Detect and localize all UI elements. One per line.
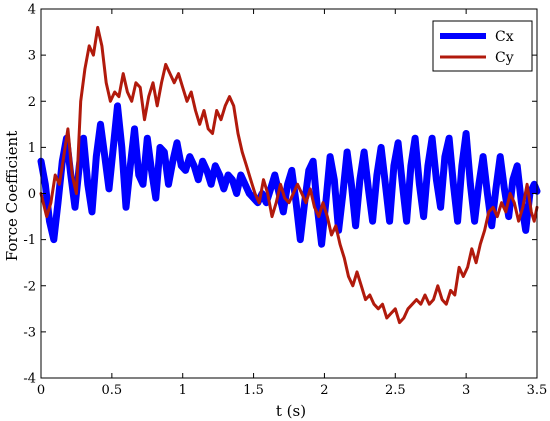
legend-label-cx: Cx xyxy=(495,29,514,45)
plot-frame xyxy=(40,8,538,379)
y-tick-label: 2 xyxy=(28,95,36,110)
x-axis-label: t (s) xyxy=(276,402,306,420)
y-tick-label: 0 xyxy=(28,187,36,202)
x-tick-labels: 0 0.5 1 1.5 2 2.5 3 3.5 xyxy=(37,383,547,398)
y-tick-labels: -4 -3 -2 -1 0 1 2 3 4 xyxy=(23,3,36,387)
x-tick-label: 1 xyxy=(179,383,187,398)
x-tick-label: 0 xyxy=(37,383,45,398)
x-tick-label: 2.5 xyxy=(385,383,406,398)
series-line-cx xyxy=(37,102,541,248)
y-axis-label: Force Coefficient xyxy=(3,131,21,261)
x-tick-label: 0.5 xyxy=(102,383,123,398)
legend: Cx Cy xyxy=(432,20,533,72)
legend-label-cy: Cy xyxy=(495,50,514,66)
x-tick-label: 3.5 xyxy=(527,383,548,398)
y-tick-label: -1 xyxy=(23,233,36,248)
x-tick-label: 3 xyxy=(462,383,470,398)
legend-box xyxy=(432,20,533,72)
series-layer xyxy=(37,25,541,325)
y-tick-label: 4 xyxy=(28,3,36,18)
series-line-cy xyxy=(39,25,539,325)
y-tick-label: -3 xyxy=(23,325,36,340)
y-tick-label: -2 xyxy=(23,279,36,294)
x-tick-label: 1.5 xyxy=(243,383,264,398)
y-tick-label: -4 xyxy=(23,372,36,387)
y-tick-label: 3 xyxy=(28,49,36,64)
y-tick-label: 1 xyxy=(28,141,36,156)
x-tick-label: 2 xyxy=(320,383,328,398)
